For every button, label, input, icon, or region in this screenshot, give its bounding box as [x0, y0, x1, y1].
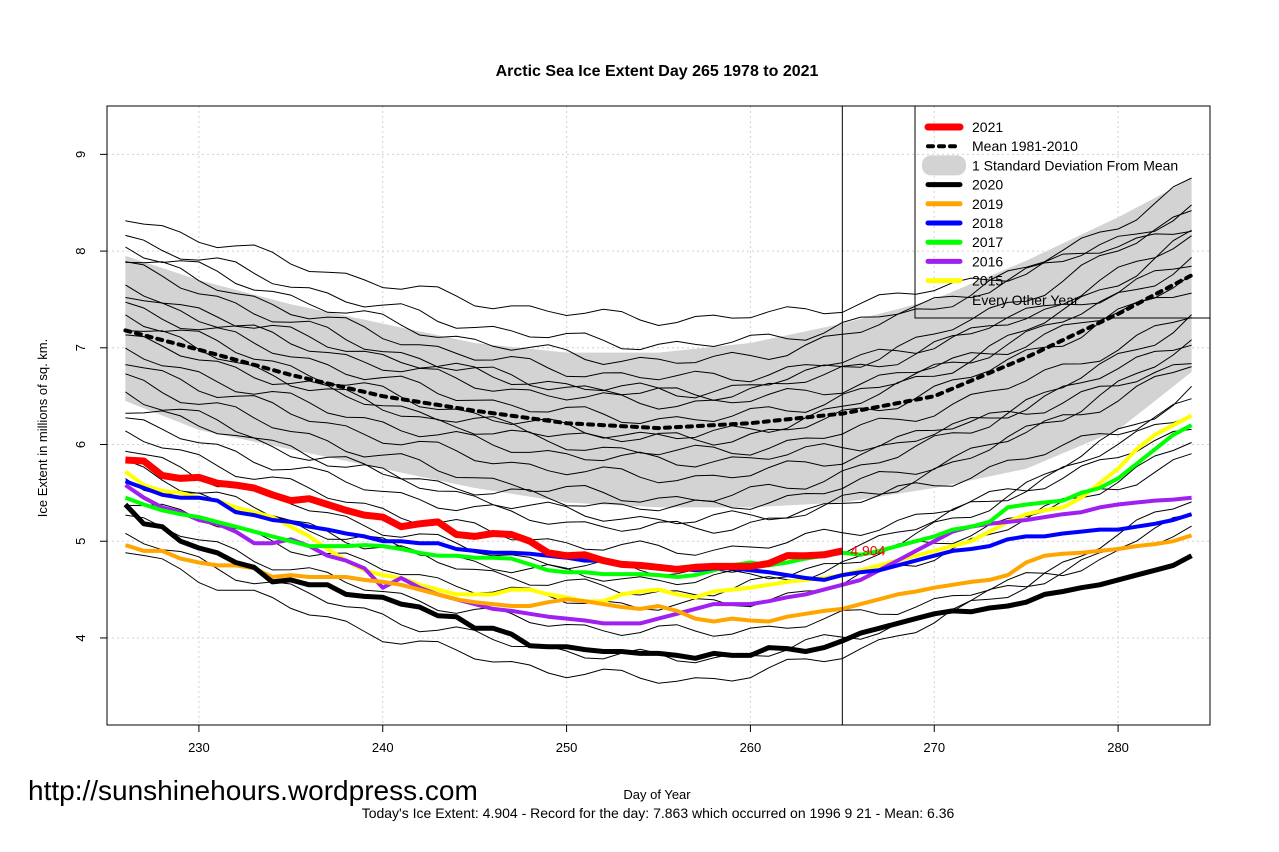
series-line-mean-1981-2010: [123, 273, 1194, 431]
every-other-year-line: [125, 442, 1192, 611]
series-line-2021: [125, 456, 844, 573]
x-tick-label-250: 250: [556, 740, 578, 755]
every-other-year-line: [125, 314, 1192, 503]
legend-2021-label: 2021: [972, 119, 1003, 135]
footer-summary: Today's Ice Extent: 4.904 - Record for t…: [362, 805, 955, 821]
x-tick-label-240: 240: [372, 740, 394, 755]
current-value-label: 4.904: [850, 543, 885, 559]
series-line-2017: [124, 423, 1193, 579]
legend-1-standard-deviation-from-mean-swatch: [922, 155, 966, 176]
every-other-year-line: [125, 292, 1192, 410]
every-other-year-line: [125, 220, 1192, 327]
every-other-year-line: [125, 347, 1192, 468]
every-other-year-line: [125, 273, 1192, 446]
every-other-year-line: [125, 339, 1192, 534]
x-tick-label-230: 230: [188, 740, 210, 755]
x-tick-label-260: 260: [740, 740, 762, 755]
legend-every-other-year-label: Every Other Year: [972, 292, 1079, 308]
series-layer: [123, 273, 1194, 661]
every-other-year-line: [125, 428, 1192, 556]
x-tick-label-280: 280: [1107, 740, 1129, 755]
series-line-2019: [124, 533, 1193, 624]
std-band-layer: [125, 178, 1192, 508]
y-tick-label-4: 4: [73, 634, 88, 641]
legend-2020-label: 2020: [972, 177, 1003, 193]
every-other-year-line: [125, 514, 1192, 637]
every-other-year-line: [125, 317, 1192, 456]
axes-layer: 4.904 230 240 250 260 270 280 4 5 6 7 8 9: [73, 105, 1211, 755]
legend-1-standard-deviation-from-mean-label: 1 Standard Deviation From Mean: [972, 157, 1178, 173]
legend-2015-label: 2015: [972, 273, 1003, 289]
y-tick-label-8: 8: [73, 247, 88, 254]
watermark-url: http://sunshinehours.wordpress.com: [28, 775, 478, 806]
legend: 2021 Mean 1981-2010 1 Standard Deviation F…: [914, 105, 1211, 319]
x-tick-label-270: 270: [923, 740, 945, 755]
legend-2017-label: 2017: [972, 234, 1003, 250]
x-axis-label: Day of Year: [623, 787, 691, 802]
every-other-year-line: [125, 261, 1192, 383]
every-other-year-line: [125, 257, 1192, 425]
series-line-2020: [123, 502, 1193, 661]
legend-box: [914, 105, 1211, 319]
y-tick-label-5: 5: [73, 538, 88, 545]
every-other-year-line: [125, 344, 1192, 484]
std-deviation-band: [125, 178, 1192, 508]
every-other-year-line: [125, 501, 1192, 684]
y-tick-label-7: 7: [73, 344, 88, 351]
every-other-year-line: [125, 177, 1192, 366]
every-other-year-line: [125, 366, 1192, 512]
y-axis-label: Ice Extent in millions of sq. km.: [35, 339, 50, 517]
every-other-year-line: [125, 210, 1192, 399]
legend-2018-label: 2018: [972, 215, 1003, 231]
legend-2019-label: 2019: [972, 196, 1003, 212]
every-other-year-line: [125, 204, 1192, 351]
chart-title: Arctic Sea Ice Extent Day 265 1978 to 20…: [496, 63, 819, 80]
every-other-year-line: [125, 391, 1192, 525]
every-other-year-layer: [125, 177, 1192, 684]
y-tick-label-9: 9: [73, 151, 88, 158]
plot-frame: [106, 105, 1211, 726]
y-tick-label-6: 6: [73, 441, 88, 448]
every-other-year-line: [125, 229, 1192, 440]
legend-2016-label: 2016: [972, 253, 1003, 269]
legend-mean-1981-2010-label: Mean 1981-2010: [972, 138, 1078, 154]
